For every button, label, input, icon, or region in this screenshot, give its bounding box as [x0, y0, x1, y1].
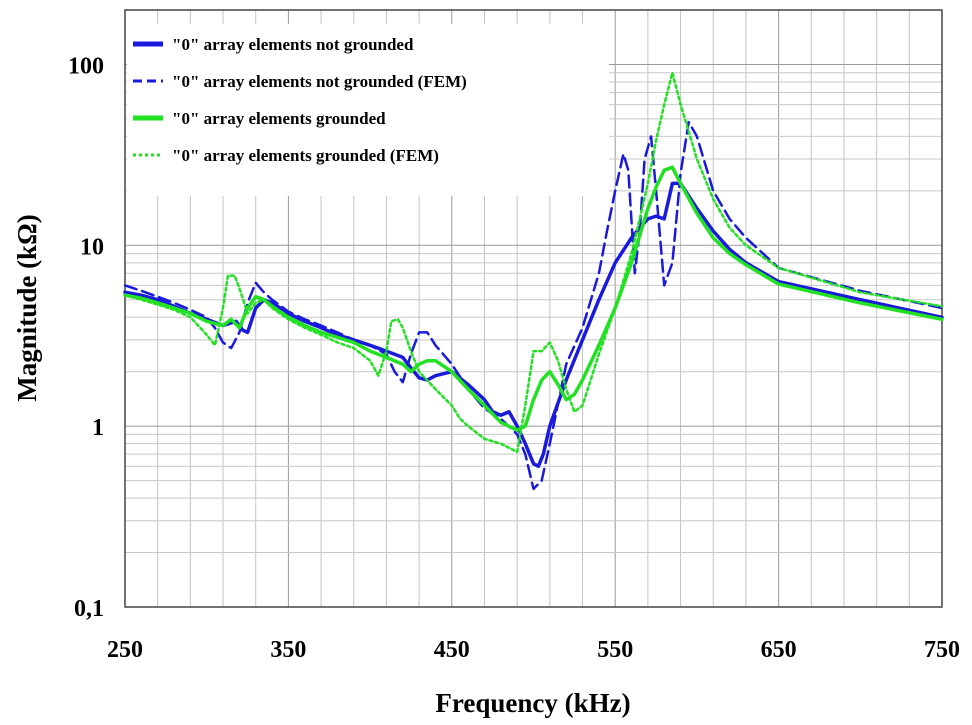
y-tick-label: 1: [92, 415, 104, 441]
x-tick-label: 250: [107, 637, 143, 663]
x-tick-label: 550: [597, 637, 633, 663]
x-tick-label: 450: [434, 637, 470, 663]
y-axis-title: Magnitude (kΩ): [12, 214, 42, 401]
y-tick-labels: 0,1 1 10 100: [68, 53, 104, 622]
legend-label-1: "0" array elements not grounded (FEM): [172, 72, 467, 91]
series-line-3: [123, 71, 944, 454]
y-tick-label: 10: [80, 234, 104, 260]
series-line-0: [123, 181, 944, 469]
series-line-2: [123, 165, 944, 432]
legend-label-0: "0" array elements not grounded: [172, 35, 414, 54]
x-tick-label: 750: [924, 637, 960, 663]
series-layer: [123, 71, 944, 491]
y-tick-label: 0,1: [74, 596, 104, 622]
legend-background: [127, 24, 609, 196]
legend-label-3: "0" array elements grounded (FEM): [172, 146, 439, 165]
x-tick-label: 350: [270, 637, 306, 663]
x-axis-title: Frequency (kHz): [435, 688, 630, 718]
x-tick-labels: 250 350 450 550 650 750: [107, 637, 960, 663]
x-tick-label: 650: [761, 637, 797, 663]
plot-frame: [124, 9, 943, 608]
legend-label-2: "0" array elements grounded: [172, 109, 386, 128]
y-tick-label: 100: [68, 53, 104, 79]
legend: "0" array elements not grounded "0" array…: [127, 24, 609, 196]
